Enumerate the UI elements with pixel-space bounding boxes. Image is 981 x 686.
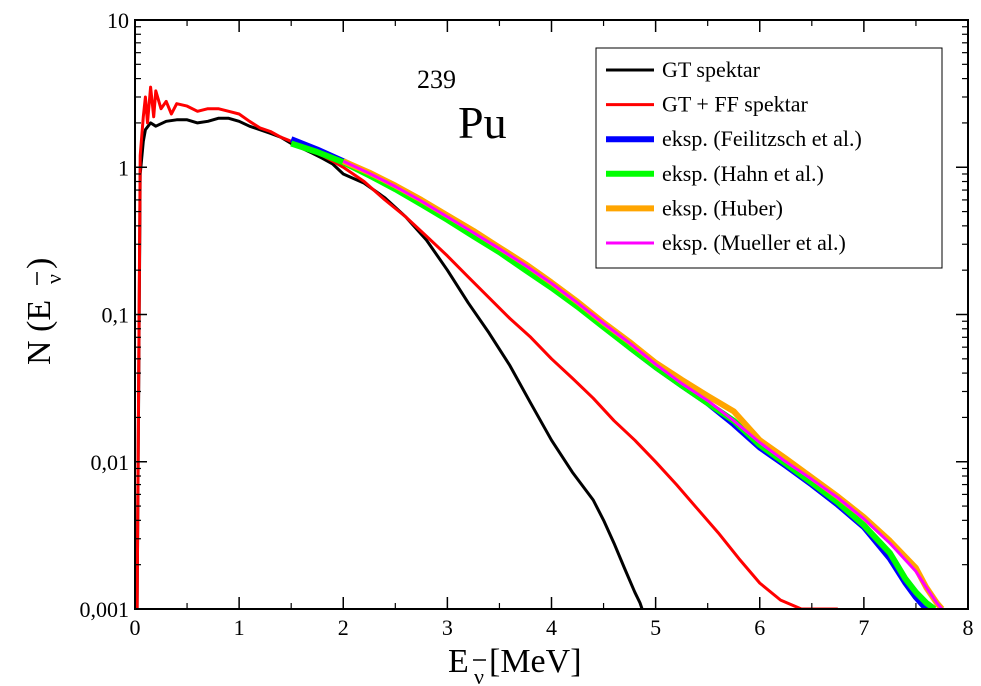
annotation-superscript: 239: [417, 65, 456, 94]
tick-layer: 0 1 2 3 4 5 6 7 8 0,001 0,01 0,1 1 10: [80, 8, 974, 640]
x-tick-label: 6: [754, 615, 765, 640]
legend-label-0: GT spektar: [662, 57, 761, 82]
x-tick-label: 2: [338, 615, 349, 640]
x-tick-label: 5: [650, 615, 661, 640]
y-tick-label: 0,01: [91, 450, 130, 475]
legend-box: [595, 47, 943, 269]
y-axis-title-sub: ν: [41, 274, 66, 284]
y-tick-label: 0,1: [102, 303, 130, 328]
y-tick-label: 10: [107, 8, 129, 33]
x-tick-label: 1: [234, 615, 245, 640]
legend-label-1: GT + FF spektar: [662, 92, 809, 117]
x-tick-label: 8: [963, 615, 974, 640]
x-tick-label: 3: [442, 615, 453, 640]
legend-label-4: eksp. (Huber): [662, 195, 783, 220]
x-axis-title-unit: [MeV]: [489, 643, 582, 680]
series-line-0: [135, 116, 644, 609]
y-axis-title: N (E ν ): [21, 258, 66, 365]
legend-label-2: eksp. (Feilitzsch et al.): [662, 126, 862, 151]
legend: GT spektar GT + FF spektar eksp. (Feilitzs…: [595, 47, 943, 269]
x-tick-label: 7: [858, 615, 869, 640]
series-layer: [135, 85, 945, 609]
x-axis-title: E ν [MeV]: [448, 643, 582, 686]
x-axis-title-main: E: [448, 643, 469, 680]
y-axis-title-main: N (E: [21, 300, 58, 365]
x-tick-label: 4: [546, 615, 557, 640]
y-tick-label: 0,001: [80, 597, 130, 622]
x-tick-label: 0: [130, 615, 141, 640]
annotation-text: Pu: [458, 97, 507, 148]
legend-items: GT spektar GT + FF spektar eksp. (Feilitzs…: [606, 57, 862, 255]
y-tick-label: 1: [118, 155, 129, 180]
y-axis-title-close: ): [21, 258, 58, 269]
legend-label-5: eksp. (Mueller et al.): [662, 230, 846, 255]
series-line-5: [342, 159, 944, 609]
x-axis-title-sub: ν: [474, 664, 484, 686]
legend-label-3: eksp. (Hahn et al.): [662, 161, 824, 186]
series-line-3: [290, 140, 937, 609]
annotation: 239 Pu: [417, 65, 507, 148]
